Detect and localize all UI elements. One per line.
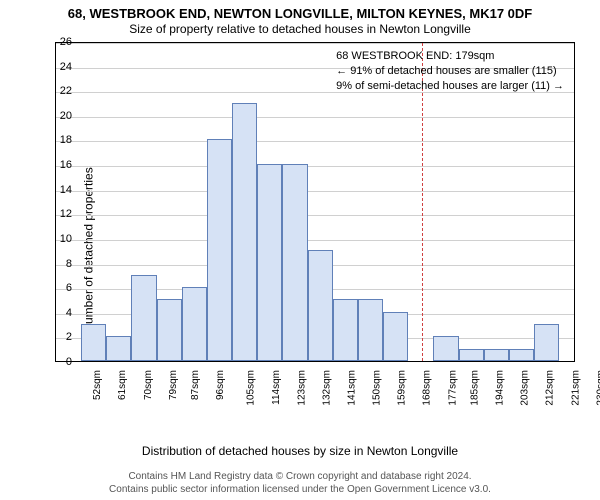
xtick-label: 52sqm — [92, 370, 103, 400]
gridline — [56, 191, 574, 192]
annotation-line: 9% of semi-detached houses are larger (1… — [336, 79, 564, 94]
xtick-label: 79sqm — [168, 370, 179, 400]
ytick-label: 6 — [32, 282, 72, 294]
xtick-label: 87sqm — [190, 370, 201, 400]
attribution-line: Contains HM Land Registry data © Crown c… — [0, 470, 600, 483]
xtick-label: 177sqm — [447, 370, 458, 406]
gridline — [56, 117, 574, 118]
histogram-bar — [207, 139, 232, 361]
xtick-label: 159sqm — [397, 370, 408, 406]
xtick-label: 132sqm — [321, 370, 332, 406]
xtick-label: 212sqm — [545, 370, 556, 406]
xtick-label: 96sqm — [215, 370, 226, 400]
xtick-label: 61sqm — [117, 370, 128, 400]
chart-container: 68, WESTBROOK END, NEWTON LONGVILLE, MIL… — [0, 0, 600, 500]
histogram-bar — [433, 336, 458, 361]
histogram-bar — [182, 287, 207, 361]
gridline — [56, 43, 574, 44]
histogram-bar — [257, 164, 282, 361]
xtick-label: 70sqm — [143, 370, 154, 400]
xtick-label: 168sqm — [422, 370, 433, 406]
xtick-label: 141sqm — [347, 370, 358, 406]
ytick-label: 8 — [32, 258, 72, 270]
ytick-label: 2 — [32, 331, 72, 343]
histogram-bar — [509, 349, 534, 361]
ytick-label: 10 — [32, 233, 72, 245]
ytick-label: 22 — [32, 85, 72, 97]
histogram-bar — [358, 299, 383, 361]
ytick-label: 12 — [32, 208, 72, 220]
plot-area: 68 WESTBROOK END: 179sqm ← 91% of detach… — [55, 42, 575, 362]
xtick-label: 114sqm — [270, 370, 281, 405]
histogram-bar — [282, 164, 307, 361]
chart-subtitle: Size of property relative to detached ho… — [0, 22, 600, 36]
xtick-label: 230sqm — [595, 370, 600, 406]
ytick-label: 18 — [32, 134, 72, 146]
histogram-bar — [81, 324, 106, 361]
histogram-bar — [106, 336, 131, 361]
xtick-label: 221sqm — [570, 370, 581, 406]
histogram-bar — [534, 324, 559, 361]
ytick-label: 14 — [32, 184, 72, 196]
annotation-line: 68 WESTBROOK END: 179sqm — [336, 49, 564, 64]
xtick-label: 123sqm — [296, 370, 307, 406]
histogram-bar — [459, 349, 484, 361]
gridline — [56, 141, 574, 142]
chart-title: 68, WESTBROOK END, NEWTON LONGVILLE, MIL… — [0, 6, 600, 21]
x-axis-label: Distribution of detached houses by size … — [0, 444, 600, 458]
annotation-line: ← 91% of detached houses are smaller (11… — [336, 64, 564, 79]
attribution-text: Contains HM Land Registry data © Crown c… — [0, 470, 600, 496]
histogram-bar — [383, 312, 408, 361]
ytick-label: 4 — [32, 307, 72, 319]
xtick-label: 194sqm — [495, 370, 506, 406]
ytick-label: 24 — [32, 61, 72, 73]
xtick-label: 150sqm — [372, 370, 383, 406]
xtick-label: 185sqm — [470, 370, 481, 406]
ytick-label: 26 — [32, 36, 72, 48]
xtick-label: 203sqm — [520, 370, 531, 406]
gridline — [56, 240, 574, 241]
attribution-line: Contains public sector information licen… — [0, 483, 600, 496]
histogram-bar — [484, 349, 509, 361]
ytick-label: 16 — [32, 159, 72, 171]
histogram-bar — [131, 275, 156, 361]
ytick-label: 0 — [32, 356, 72, 368]
histogram-bar — [157, 299, 182, 361]
xtick-label: 105sqm — [246, 370, 257, 406]
histogram-bar — [308, 250, 333, 361]
gridline — [56, 166, 574, 167]
histogram-bar — [333, 299, 358, 361]
marker-annotation: 68 WESTBROOK END: 179sqm ← 91% of detach… — [336, 49, 564, 94]
gridline — [56, 215, 574, 216]
histogram-bar — [232, 103, 257, 361]
ytick-label: 20 — [32, 110, 72, 122]
